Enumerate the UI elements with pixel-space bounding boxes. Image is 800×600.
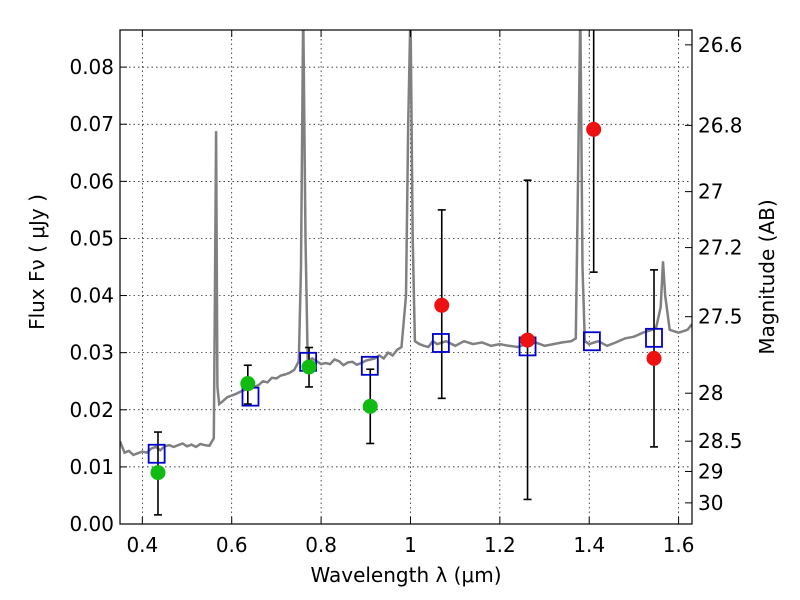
x-tick-label: 0.6 xyxy=(216,533,248,557)
x-tick-label: 0.4 xyxy=(126,533,158,557)
red-data-point xyxy=(586,121,602,137)
y2-tick-label: 28 xyxy=(698,381,723,405)
x-axis-ticks: 0.4 0.6 0.8 1 1.2 1.4 1.6 xyxy=(126,30,695,557)
y-tick-label: 0.06 xyxy=(69,169,114,193)
y-tick-label: 0.08 xyxy=(69,55,114,79)
model-box xyxy=(645,327,663,348)
green-data-point xyxy=(150,465,166,481)
x-tick-label: 0.8 xyxy=(305,533,337,557)
model-box xyxy=(360,355,379,376)
model-box xyxy=(431,333,450,353)
y2-tick-label: 29 xyxy=(698,459,723,483)
plot-frame xyxy=(119,29,693,525)
y2-tick-label: 28.5 xyxy=(698,429,743,453)
x-axis-label: Wavelength λ (μm) xyxy=(310,563,501,587)
y-tick-label: 0.07 xyxy=(69,112,114,136)
green-data-point xyxy=(362,398,378,414)
x-tick-label: 1.4 xyxy=(573,533,605,557)
red-data-point xyxy=(520,332,536,348)
y2-tick-label: 27.5 xyxy=(698,305,743,329)
model-boxes xyxy=(147,327,663,464)
green-data-point xyxy=(240,376,256,392)
y2-tick-label: 27.2 xyxy=(698,236,743,260)
y2-axis-ticks: 26.6 26.8 27 27.2 27.5 28 28.5 29 30 xyxy=(685,33,743,515)
y2-tick-label: 30 xyxy=(698,491,723,515)
y-tick-label: 0.01 xyxy=(69,455,114,479)
model-box xyxy=(583,331,601,352)
spectrum-line xyxy=(120,30,692,457)
model-box xyxy=(147,443,166,464)
red-data-point xyxy=(434,297,450,313)
y-tick-label: 0.03 xyxy=(69,341,114,365)
y2-tick-label: 26.6 xyxy=(698,33,743,57)
x-tick-label: 1.6 xyxy=(663,533,695,557)
plot-area xyxy=(120,30,692,516)
x-tick-label: 1.2 xyxy=(484,533,516,557)
red-data-point xyxy=(646,350,662,366)
y2-tick-label: 26.8 xyxy=(698,113,743,137)
y-tick-label: 0.02 xyxy=(69,398,114,422)
green-data-point xyxy=(301,359,317,375)
y-tick-label: 0.05 xyxy=(69,226,114,250)
y2-tick-label: 27 xyxy=(698,180,723,204)
y-axis-label: Flux Fν ( μJy ) xyxy=(25,194,49,330)
y2-axis-label: Magnitude (AB) xyxy=(755,199,779,354)
y-tick-label: 0.04 xyxy=(69,284,114,308)
y-axis-ticks: 0.00 0.01 0.02 0.03 0.04 0.05 0.06 0.07 0.08 xyxy=(69,55,127,536)
x-tick-label: 1 xyxy=(404,533,417,557)
y-tick-label: 0.00 xyxy=(69,512,114,536)
photometry-points xyxy=(150,121,662,481)
